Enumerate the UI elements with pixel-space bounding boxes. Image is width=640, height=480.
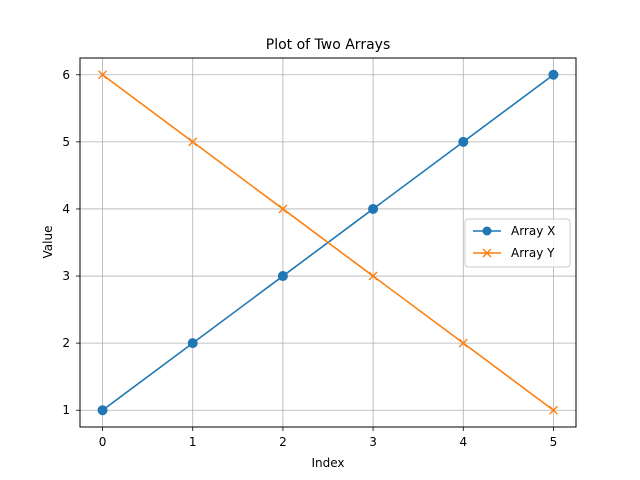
chart-title: Plot of Two Arrays	[266, 37, 390, 53]
series-2-point	[458, 338, 468, 348]
x-tick-label: 1	[189, 435, 197, 449]
series-2-point-stroke-b	[98, 70, 108, 80]
series-2-point	[368, 271, 378, 281]
x-tick-label: 3	[369, 435, 377, 449]
series-1-point	[368, 203, 379, 214]
legend-marker-2-stroke-b	[482, 248, 492, 258]
legend-label-2: Array Y	[511, 246, 555, 260]
y-axis: 1 2 3 4 5 6	[62, 68, 80, 417]
y-tick-label: 4	[62, 202, 70, 216]
series-2-point-stroke-b	[548, 405, 558, 415]
legend-label-1: Array X	[511, 224, 555, 238]
x-tick-label: 2	[279, 435, 287, 449]
series-1-point	[97, 405, 108, 416]
y-tick-label: 6	[62, 68, 70, 82]
series-1-point	[458, 136, 469, 147]
legend-marker-2	[482, 248, 492, 258]
series-1-point	[187, 338, 198, 349]
x-tick-label: 5	[550, 435, 558, 449]
series-2-point-stroke-b	[458, 338, 468, 348]
y-tick-label: 2	[62, 336, 70, 350]
series-2-point-stroke-b	[188, 137, 198, 147]
plot-frame	[79, 57, 577, 428]
series-2-point	[278, 204, 288, 214]
x-tick-label: 4	[459, 435, 467, 449]
x-tick-label: 0	[99, 435, 107, 449]
grid-layer	[80, 58, 576, 427]
series-2-point-stroke-b	[278, 204, 288, 214]
y-axis-title: Value	[41, 226, 55, 259]
series-layer	[97, 69, 559, 416]
y-tick-label: 3	[62, 269, 70, 283]
series-2-point	[98, 70, 108, 80]
series-line-2	[102, 74, 554, 411]
series-2-point	[188, 137, 198, 147]
series-2-point-stroke-b	[368, 271, 378, 281]
series-1-point	[548, 69, 559, 80]
y-tick-label: 5	[62, 135, 70, 149]
series-1-point	[277, 271, 288, 282]
legend-marker-1	[482, 226, 492, 236]
x-axis-title: Index	[311, 456, 344, 470]
legend: Array X Array Y	[464, 218, 571, 268]
x-axis: 0 1 2 3 4 5	[99, 427, 558, 449]
series-2-point	[548, 405, 558, 415]
y-tick-label: 1	[62, 403, 70, 417]
